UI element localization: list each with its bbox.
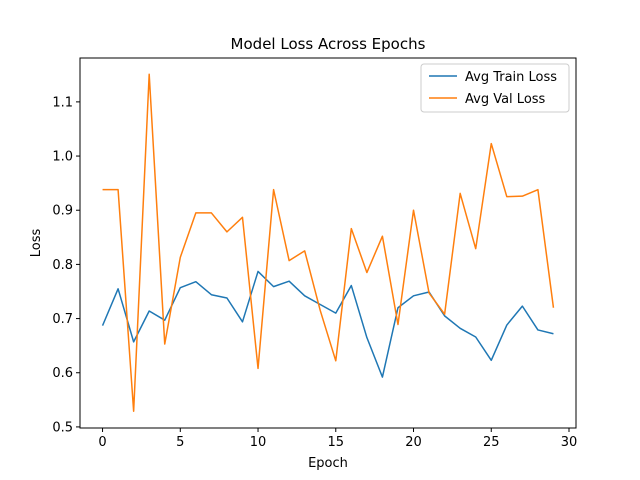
x-tick-label: 25 [483, 435, 500, 450]
x-tick-label: 15 [328, 435, 345, 450]
x-axis-label: Epoch [308, 456, 348, 471]
x-axis: 0 5 10 15 20 25 30 [98, 428, 577, 450]
legend: Avg Train Loss Avg Val Loss [420, 63, 570, 113]
x-tick-label: 5 [176, 435, 184, 450]
y-tick-label: 1.1 [52, 95, 73, 110]
x-tick-label: 10 [250, 435, 267, 450]
y-axis-label: Loss [29, 229, 44, 258]
y-tick-label: 0.5 [52, 420, 73, 435]
series-line-0 [101, 270, 554, 378]
y-tick-label: 0.6 [52, 366, 73, 381]
y-axis: 0.5 0.6 0.7 0.8 0.9 1.0 1.1 [52, 95, 80, 435]
series-line-1 [102, 73, 555, 412]
chart-title: Model Loss Across Epochs [231, 35, 426, 53]
plot-area [79, 57, 577, 429]
legend-label-0: Avg Train Loss [465, 70, 557, 85]
series-lines [101, 73, 555, 412]
legend-box [420, 63, 570, 113]
x-tick-label: 0 [98, 435, 106, 450]
x-tick-label: 20 [405, 435, 422, 450]
y-tick-label: 0.8 [52, 258, 73, 273]
y-tick-label: 0.9 [52, 204, 73, 219]
legend-label-1: Avg Val Loss [465, 92, 546, 107]
y-tick-label: 1.0 [52, 150, 73, 165]
x-tick-label: 30 [561, 435, 578, 450]
y-tick-label: 0.7 [52, 312, 73, 327]
